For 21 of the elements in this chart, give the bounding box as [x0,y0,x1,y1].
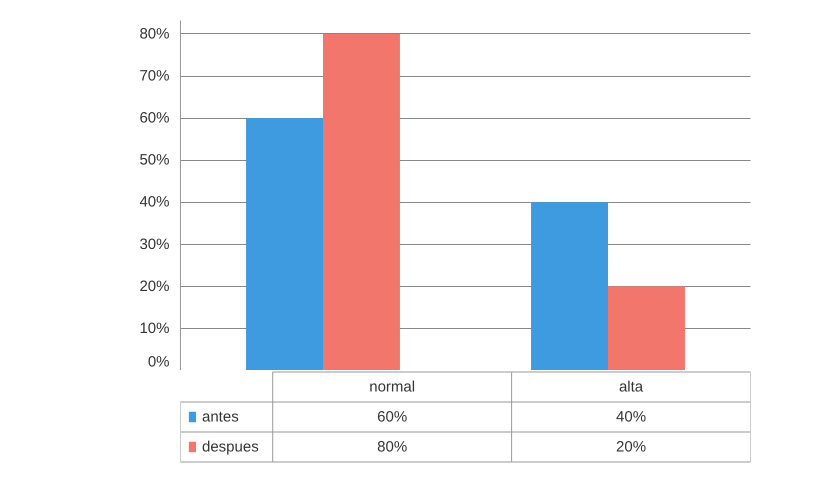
y-tick-label: 80% [139,25,170,42]
bar [246,118,323,370]
legend-label: despues [202,438,259,456]
legend-label: antes [202,408,239,426]
y-tick-label: 10% [139,320,170,337]
y-tick-label: 0% [148,354,170,370]
x-tick-label: normal [369,378,416,396]
y-tick-label: 30% [139,236,170,253]
y-tick-label: 50% [139,152,170,169]
bar [608,286,685,370]
y-tick-label: 70% [139,68,170,85]
x-tick-label: alta [618,378,644,396]
data-label: 80% [377,438,408,456]
data-label: 60% [377,408,408,426]
data-label: 40% [616,408,646,426]
data-label: 20% [616,438,646,456]
bar [531,202,608,370]
y-tick-label: 60% [139,110,170,127]
y-tick-label: 20% [139,278,170,295]
y-tick-label: 40% [139,194,170,211]
bar [323,34,400,370]
